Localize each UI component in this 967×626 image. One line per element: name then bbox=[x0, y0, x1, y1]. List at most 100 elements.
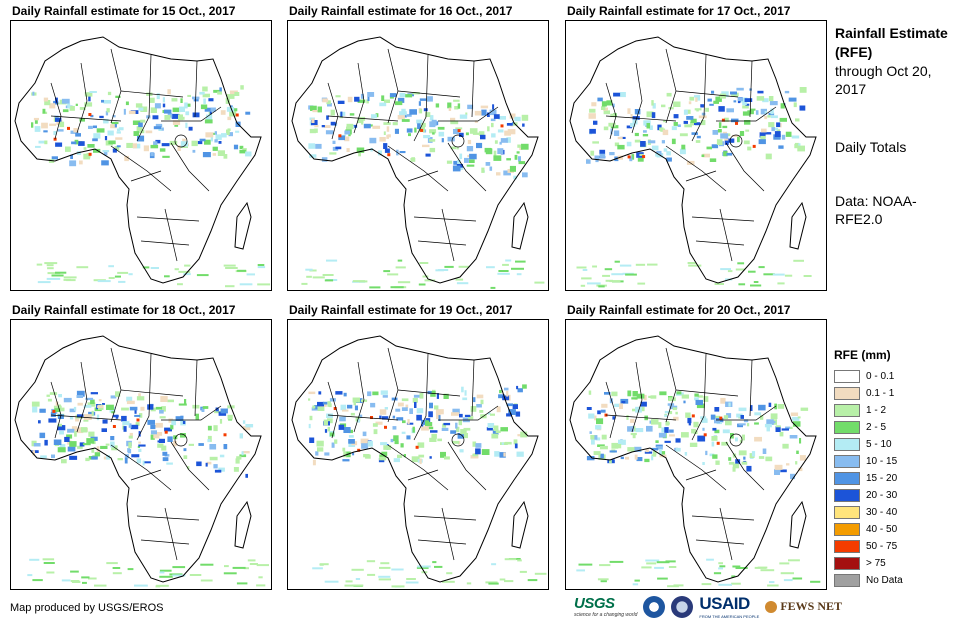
rain-cell bbox=[108, 265, 114, 268]
rain-cell bbox=[722, 429, 730, 434]
rain-cell bbox=[160, 396, 168, 402]
rain-cell bbox=[595, 437, 601, 441]
rain-cell bbox=[214, 131, 217, 135]
rain-cell bbox=[664, 440, 671, 443]
rain-cell bbox=[404, 113, 407, 118]
rain-cell bbox=[310, 105, 317, 111]
usgs-tagline: science for a changing world bbox=[574, 612, 638, 618]
rain-cell bbox=[37, 281, 51, 284]
rain-cell bbox=[737, 97, 743, 102]
rain-cell bbox=[655, 444, 663, 448]
rain-cell bbox=[77, 445, 83, 449]
rain-cell bbox=[603, 110, 610, 115]
rain-cell bbox=[91, 456, 98, 460]
rain-cell bbox=[779, 117, 787, 122]
rain-cell bbox=[600, 580, 607, 583]
coastline bbox=[14, 36, 262, 284]
rain-cell bbox=[399, 151, 406, 154]
rain-cell bbox=[517, 434, 521, 437]
rain-cell bbox=[184, 399, 187, 405]
rain-cell bbox=[116, 131, 121, 134]
rain-cell bbox=[46, 394, 50, 397]
rain-cell bbox=[481, 449, 490, 455]
rain-cell bbox=[235, 130, 240, 133]
rain-cell bbox=[199, 91, 205, 95]
rain-cell bbox=[720, 133, 729, 139]
rain-cell bbox=[452, 408, 460, 414]
rain-cell bbox=[417, 123, 421, 129]
rain-cell bbox=[600, 409, 606, 413]
rain-cell bbox=[366, 99, 369, 104]
rain-cell bbox=[354, 96, 360, 102]
africa-rainfall-map bbox=[287, 319, 549, 590]
rain-cell bbox=[312, 110, 318, 113]
rainfall-panel-17oct: Daily Rainfall estimate for 17 Oct., 201… bbox=[565, 4, 827, 291]
rain-cell bbox=[492, 429, 499, 435]
rain-cell bbox=[634, 109, 641, 115]
rain-cell bbox=[177, 145, 181, 151]
legend-item: 10 - 15 bbox=[834, 453, 954, 470]
rain-cell bbox=[185, 122, 188, 129]
rain-cell bbox=[159, 569, 172, 572]
country-border bbox=[327, 414, 399, 421]
rain-cell bbox=[724, 117, 729, 122]
legend-item: 40 - 50 bbox=[834, 521, 954, 538]
rain-cell bbox=[185, 111, 190, 116]
rain-cell bbox=[625, 273, 637, 276]
rain-cell bbox=[187, 94, 191, 97]
rain-cell bbox=[718, 567, 723, 570]
rain-cell bbox=[429, 139, 436, 142]
rain-cell bbox=[499, 141, 502, 145]
rain-cell bbox=[219, 454, 225, 458]
rain-cell bbox=[746, 465, 752, 472]
rain-cell bbox=[98, 399, 102, 402]
rain-cell bbox=[760, 569, 775, 572]
rain-cell bbox=[218, 411, 227, 416]
rain-cell bbox=[149, 97, 155, 103]
rain-cell bbox=[430, 430, 438, 433]
rain-cell bbox=[750, 405, 753, 411]
rain-cell bbox=[665, 560, 676, 563]
rain-cell bbox=[110, 441, 115, 448]
rain-cell bbox=[321, 157, 328, 162]
rain-cell bbox=[630, 432, 637, 436]
country-border bbox=[161, 405, 222, 421]
rain-cell bbox=[470, 455, 479, 459]
data-source: Data: NOAA-RFE2.0 bbox=[835, 193, 917, 227]
rain-cell bbox=[422, 275, 429, 278]
rain-cell bbox=[257, 266, 266, 269]
rain-cell bbox=[767, 115, 771, 118]
rain-cell bbox=[490, 118, 496, 122]
rain-cell bbox=[795, 461, 798, 465]
rain-cell bbox=[504, 558, 517, 561]
rain-cell bbox=[779, 469, 787, 473]
rain-cell bbox=[246, 273, 255, 276]
rain-cell bbox=[183, 273, 191, 276]
rain-cell bbox=[470, 406, 477, 412]
rain-cell bbox=[784, 90, 790, 94]
rain-cell bbox=[339, 111, 346, 116]
rain-cell bbox=[712, 454, 718, 459]
rain-cell bbox=[55, 142, 63, 147]
rain-cell bbox=[122, 421, 130, 426]
rain-cell bbox=[694, 108, 702, 111]
rain-cell bbox=[435, 409, 444, 415]
rain-cell bbox=[348, 439, 355, 444]
rain-cell bbox=[317, 106, 322, 113]
rain-cell bbox=[213, 425, 218, 432]
lake-victoria bbox=[729, 134, 743, 148]
rain-cell bbox=[167, 436, 173, 442]
rain-cell bbox=[169, 140, 178, 145]
rain-cell bbox=[313, 405, 318, 410]
rain-cell bbox=[387, 153, 391, 157]
rain-cell bbox=[647, 263, 658, 266]
rain-cell bbox=[93, 148, 101, 153]
rain-cell bbox=[87, 144, 95, 148]
rain-cell bbox=[363, 454, 370, 458]
rain-cell bbox=[792, 416, 800, 421]
rain-cell bbox=[481, 167, 485, 173]
rain-cell bbox=[79, 442, 85, 447]
rain-cell bbox=[309, 121, 312, 126]
rain-cell bbox=[66, 434, 73, 439]
rain-cell bbox=[106, 455, 110, 460]
